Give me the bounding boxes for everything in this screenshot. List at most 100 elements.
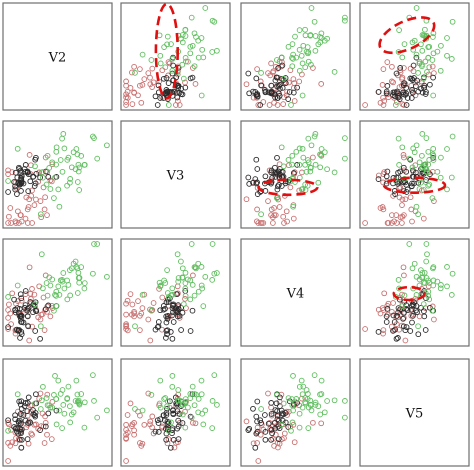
- data-point-green: [278, 144, 285, 151]
- data-point-red: [318, 81, 325, 87]
- data-point-black: [413, 54, 420, 61]
- data-point-green: [211, 270, 218, 277]
- data-point-green: [423, 35, 430, 42]
- data-point-black: [174, 313, 181, 320]
- data-point-green: [312, 161, 319, 168]
- data-point-black: [170, 319, 177, 325]
- panel-v4-v3: [120, 238, 231, 347]
- data-point-black: [254, 428, 261, 435]
- data-point-black: [422, 91, 429, 97]
- data-point-red: [391, 218, 397, 225]
- data-point-black: [397, 65, 404, 71]
- data-point-green: [72, 258, 79, 265]
- data-point-black: [277, 81, 283, 88]
- data-point-black: [390, 89, 397, 96]
- data-point-black: [383, 319, 390, 325]
- data-point-green: [409, 39, 416, 46]
- data-point-black: [32, 328, 39, 334]
- data-point-green: [174, 251, 181, 258]
- data-point-black: [246, 425, 253, 432]
- data-point-red: [26, 337, 33, 344]
- data-point-red: [5, 326, 11, 332]
- data-point-green: [198, 282, 205, 289]
- data-point-green: [415, 323, 421, 330]
- data-point-red: [5, 458, 11, 464]
- data-point-red: [15, 208, 21, 215]
- data-point-green: [67, 403, 73, 410]
- data-point-green: [416, 276, 423, 283]
- data-point-green: [164, 41, 170, 48]
- data-point-green: [300, 154, 307, 161]
- data-point-black: [175, 423, 182, 430]
- data-point-green: [429, 195, 436, 201]
- data-point-black: [275, 168, 282, 175]
- data-point-green: [187, 296, 194, 303]
- data-point-green: [53, 144, 60, 151]
- data-point-black: [174, 94, 181, 101]
- data-point-black: [402, 179, 409, 186]
- data-point-green: [195, 260, 202, 267]
- data-point-green: [413, 5, 420, 11]
- data-point-green: [444, 186, 450, 193]
- data-point-black: [14, 305, 21, 311]
- data-point-red: [254, 218, 260, 225]
- data-point-black: [409, 180, 415, 187]
- data-point-black: [279, 62, 286, 69]
- data-point-red: [408, 206, 415, 213]
- data-point-green: [415, 211, 421, 218]
- data-point-black: [175, 306, 182, 313]
- data-point-black: [178, 91, 184, 97]
- data-point-red: [390, 79, 396, 86]
- data-point-green: [413, 203, 420, 210]
- data-point-green: [157, 52, 164, 59]
- data-point-black: [269, 430, 275, 437]
- data-point-red: [422, 58, 429, 65]
- data-point-green: [202, 273, 209, 280]
- data-point-green: [312, 131, 319, 137]
- data-point-green: [195, 396, 202, 402]
- data-point-green: [406, 241, 413, 247]
- data-point-red: [127, 400, 134, 407]
- data-point-black: [30, 309, 36, 316]
- data-point-black: [403, 102, 410, 108]
- data-point-red: [362, 326, 368, 332]
- data-point-red: [380, 66, 387, 72]
- data-point-black: [415, 88, 422, 95]
- data-point-black: [413, 303, 420, 309]
- data-point-red: [296, 78, 303, 85]
- data-point-black: [403, 302, 410, 308]
- data-point-green: [182, 33, 189, 39]
- data-point-red: [28, 193, 35, 199]
- data-point-green: [64, 396, 70, 402]
- data-point-red: [16, 436, 22, 442]
- data-point-red: [243, 196, 250, 203]
- data-point-black: [163, 436, 170, 443]
- data-point-red: [389, 308, 395, 315]
- data-point-black: [279, 85, 286, 91]
- data-point-red: [409, 218, 415, 225]
- data-point-green: [302, 32, 309, 39]
- data-point-green: [315, 179, 322, 186]
- data-point-green: [438, 42, 444, 49]
- data-point-green: [424, 169, 430, 176]
- data-point-green: [324, 166, 330, 173]
- data-point-black: [22, 417, 29, 424]
- data-point-green: [296, 67, 303, 74]
- data-point-red: [280, 213, 287, 220]
- data-point-green: [179, 274, 186, 281]
- data-point-black: [178, 85, 184, 92]
- data-point-red: [286, 79, 292, 86]
- data-point-red: [137, 412, 143, 419]
- data-point-black: [400, 91, 407, 98]
- data-point-green: [409, 164, 416, 171]
- data-point-red: [270, 220, 276, 226]
- data-point-green: [164, 403, 170, 410]
- data-point-red: [5, 440, 11, 446]
- data-point-green: [178, 398, 184, 404]
- data-point-green: [185, 276, 191, 283]
- data-point-black: [179, 309, 186, 316]
- data-point-green: [49, 159, 56, 166]
- data-point-green: [418, 179, 424, 186]
- data-point-green: [168, 292, 174, 299]
- data-point-black: [18, 398, 25, 405]
